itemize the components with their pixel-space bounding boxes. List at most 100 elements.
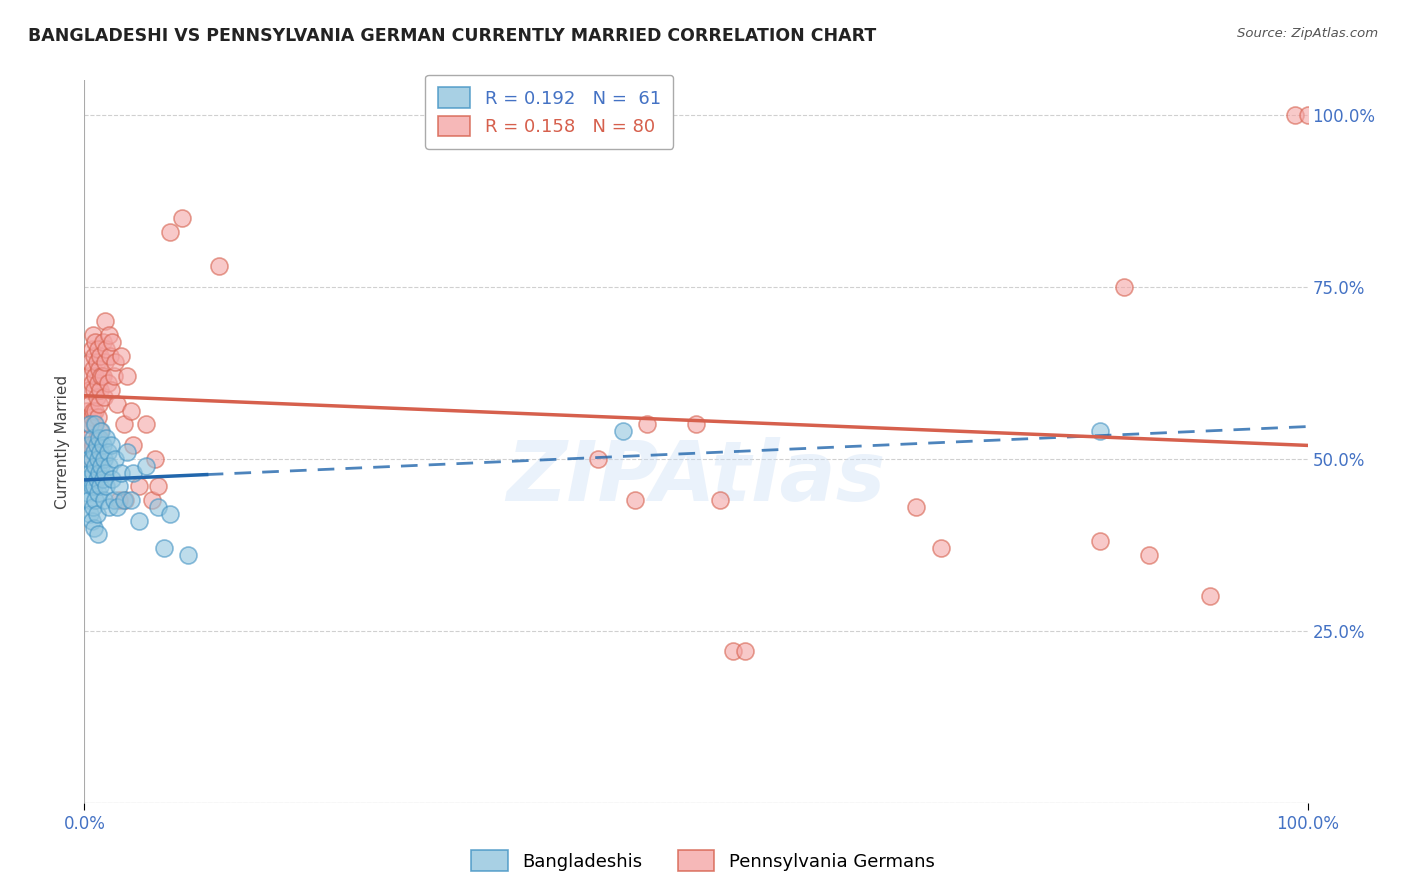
Point bbox=[94, 314, 117, 328]
Text: BANGLADESHI VS PENNSYLVANIA GERMAN CURRENTLY MARRIED CORRELATION CHART: BANGLADESHI VS PENNSYLVANIA GERMAN CURRE… bbox=[28, 27, 876, 45]
Point bbox=[107, 479, 129, 493]
Point bbox=[104, 451, 127, 466]
Point bbox=[84, 417, 107, 432]
Point bbox=[115, 369, 138, 384]
Point bbox=[636, 417, 658, 432]
Point bbox=[93, 451, 115, 466]
Point bbox=[128, 479, 150, 493]
Point bbox=[146, 479, 169, 493]
Point bbox=[83, 417, 105, 432]
Point bbox=[83, 520, 105, 534]
Point bbox=[159, 507, 181, 521]
Point bbox=[91, 472, 114, 486]
Point bbox=[87, 376, 110, 390]
Point bbox=[82, 500, 104, 514]
Point bbox=[105, 500, 128, 514]
Point bbox=[90, 458, 112, 473]
Point bbox=[77, 383, 100, 397]
Text: ZIPAtlas: ZIPAtlas bbox=[506, 437, 886, 518]
Point bbox=[159, 225, 181, 239]
Point bbox=[172, 211, 194, 225]
Point bbox=[612, 424, 634, 438]
Point bbox=[87, 451, 110, 466]
Point bbox=[177, 548, 200, 562]
Point bbox=[79, 466, 101, 480]
Point bbox=[77, 431, 100, 445]
Point bbox=[96, 342, 118, 356]
Point bbox=[100, 383, 122, 397]
Point bbox=[1284, 108, 1306, 122]
Point bbox=[101, 334, 124, 349]
Point bbox=[1296, 108, 1319, 122]
Point bbox=[86, 431, 108, 445]
Point bbox=[79, 355, 101, 369]
Point bbox=[90, 369, 112, 384]
Point bbox=[86, 507, 108, 521]
Point bbox=[87, 486, 110, 500]
Point bbox=[103, 493, 125, 508]
Point bbox=[115, 445, 138, 459]
Point bbox=[82, 327, 104, 342]
Point bbox=[77, 369, 100, 384]
Point bbox=[89, 349, 111, 363]
Point bbox=[101, 472, 124, 486]
Point bbox=[93, 493, 115, 508]
Point bbox=[77, 486, 100, 500]
Point bbox=[100, 438, 122, 452]
Y-axis label: Currently Married: Currently Married bbox=[55, 375, 70, 508]
Point bbox=[734, 644, 756, 658]
Point bbox=[122, 438, 145, 452]
Point bbox=[87, 342, 110, 356]
Point bbox=[141, 493, 163, 508]
Point bbox=[93, 390, 115, 404]
Point bbox=[87, 397, 110, 411]
Point bbox=[87, 362, 110, 376]
Point bbox=[128, 514, 150, 528]
Point bbox=[122, 466, 145, 480]
Point bbox=[77, 493, 100, 508]
Point bbox=[76, 403, 98, 417]
Point bbox=[709, 493, 731, 508]
Point bbox=[94, 355, 117, 369]
Point bbox=[96, 431, 118, 445]
Point bbox=[83, 383, 105, 397]
Point bbox=[82, 362, 104, 376]
Point bbox=[135, 458, 157, 473]
Point bbox=[89, 445, 111, 459]
Point bbox=[97, 458, 120, 473]
Point bbox=[82, 431, 104, 445]
Point bbox=[82, 403, 104, 417]
Point bbox=[89, 424, 111, 438]
Point bbox=[1114, 279, 1136, 293]
Point bbox=[83, 349, 105, 363]
Point bbox=[76, 472, 98, 486]
Point bbox=[80, 410, 103, 425]
Point bbox=[80, 376, 103, 390]
Point bbox=[105, 397, 128, 411]
Point bbox=[146, 500, 169, 514]
Point bbox=[80, 479, 103, 493]
Point bbox=[143, 451, 166, 466]
Point bbox=[84, 458, 107, 473]
Point bbox=[90, 424, 112, 438]
Point bbox=[84, 369, 107, 384]
Point bbox=[685, 417, 707, 432]
Point bbox=[96, 479, 118, 493]
Point bbox=[110, 466, 132, 480]
Point bbox=[624, 493, 647, 508]
Point bbox=[104, 355, 127, 369]
Point bbox=[112, 417, 135, 432]
Point bbox=[1137, 548, 1160, 562]
Point bbox=[97, 445, 120, 459]
Point bbox=[107, 493, 129, 508]
Point bbox=[87, 466, 110, 480]
Point bbox=[110, 349, 132, 363]
Point bbox=[77, 438, 100, 452]
Point bbox=[91, 334, 114, 349]
Point bbox=[586, 451, 609, 466]
Point bbox=[80, 451, 103, 466]
Point bbox=[120, 403, 142, 417]
Point bbox=[89, 479, 111, 493]
Point bbox=[83, 445, 105, 459]
Point bbox=[84, 403, 107, 417]
